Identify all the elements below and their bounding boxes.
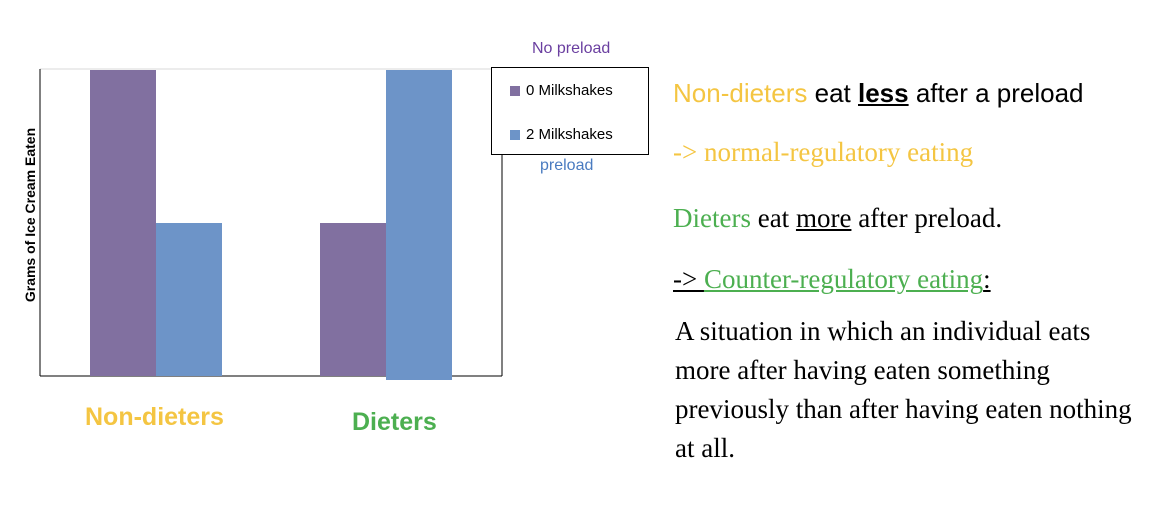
- term-counter-regulatory: Counter-regulatory eating: [703, 264, 984, 294]
- legend-label: 0 Milkshakes: [526, 82, 613, 99]
- text-after-preload: after a preload: [908, 78, 1084, 108]
- bar-dieters-2-milkshakes: [386, 70, 452, 380]
- legend-swatch-0-milkshakes: [510, 85, 520, 96]
- text-eat: eat: [807, 78, 858, 108]
- text-eat: eat: [750, 203, 796, 233]
- bars: [90, 70, 452, 380]
- definition-text: A situation in which an individual eats …: [675, 316, 1132, 463]
- normal-regulatory-line: -> normal-regulatory eating: [673, 137, 974, 167]
- category-label-dieters: Dieters: [352, 408, 437, 436]
- annotation-no-preload: No preload: [532, 40, 611, 57]
- legend-entry-0-milkshakes: 0 Milkshakes: [510, 82, 613, 99]
- term-non-dieters: Non-dieters: [673, 78, 808, 108]
- statement-non-dieters: Non-dieters eat less after a preload: [673, 78, 1084, 109]
- counter-regulatory-line: -> Counter-regulatory eating:: [673, 264, 991, 295]
- bar-non-dieters-0-milkshakes: [90, 70, 156, 376]
- text-after-preload: after preload.: [851, 203, 1003, 233]
- category-label-non-dieters: Non-dieters: [85, 403, 224, 431]
- legend-label: 2 Milkshakes: [526, 126, 613, 143]
- term-dieters: Dieters: [673, 203, 751, 233]
- annotation-preload: preload: [540, 157, 594, 174]
- text-less: less: [858, 78, 909, 108]
- legend: 0 Milkshakes 2 Milkshakes: [491, 67, 649, 155]
- y-axis-label: Grams of Ice Cream Eaten: [22, 127, 38, 303]
- legend-entry-2-milkshakes: 2 Milkshakes: [510, 126, 613, 143]
- arrow: ->: [673, 264, 704, 294]
- legend-swatch-2-milkshakes: [510, 129, 520, 140]
- colon: :: [983, 264, 991, 294]
- bar-dieters-0-milkshakes: [320, 223, 386, 376]
- bar-non-dieters-2-milkshakes: [156, 223, 222, 376]
- bar-chart: [39, 68, 503, 380]
- statement-dieters: Dieters eat more after preload.: [673, 203, 1002, 234]
- text-more: more: [795, 203, 852, 233]
